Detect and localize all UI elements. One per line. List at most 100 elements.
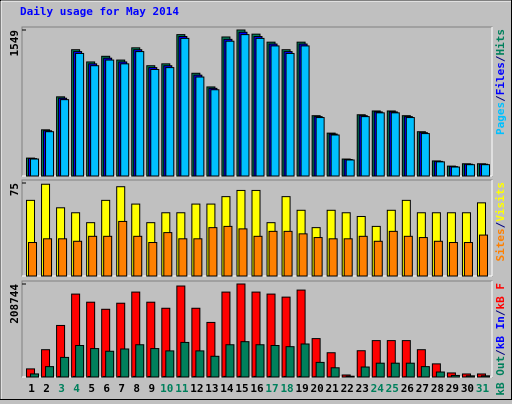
bar <box>479 235 487 276</box>
bar <box>224 226 232 276</box>
x-tick-label: 5 <box>88 382 95 395</box>
x-tick-label: 7 <box>118 382 125 395</box>
bar <box>46 367 54 377</box>
bar <box>136 345 144 377</box>
x-tick-label: 22 <box>341 382 354 395</box>
bar <box>211 356 219 377</box>
bar <box>301 46 309 176</box>
bar <box>269 231 277 276</box>
legend-entry: kB In <box>494 316 507 349</box>
bar <box>239 229 247 276</box>
bar <box>344 239 352 276</box>
bar <box>91 66 99 176</box>
x-tick-label: 27 <box>416 382 429 395</box>
bar <box>449 243 457 276</box>
bar <box>31 159 39 176</box>
bar <box>91 349 99 377</box>
x-tick-label: 6 <box>103 382 110 395</box>
x-tick-label: 28 <box>431 382 444 395</box>
bar <box>301 344 309 377</box>
x-tick-label: 13 <box>205 382 218 395</box>
bar <box>346 376 354 377</box>
x-tick-label: 21 <box>326 382 340 395</box>
bar <box>436 372 444 377</box>
bar <box>166 68 174 176</box>
x-tick-label: 10 <box>160 382 173 395</box>
bar <box>179 239 187 276</box>
bar <box>29 243 37 276</box>
bar <box>121 64 129 176</box>
bar <box>76 53 84 176</box>
bar <box>299 234 307 276</box>
x-tick-label: 23 <box>356 382 369 395</box>
bar <box>166 351 174 377</box>
bar <box>481 376 489 377</box>
bar <box>254 236 262 276</box>
x-tick-label: 18 <box>280 382 293 395</box>
bar <box>331 135 339 176</box>
bar <box>89 236 97 276</box>
bar <box>346 160 354 176</box>
bar <box>134 236 142 276</box>
bar <box>106 351 114 377</box>
chart-title: Daily usage for May 2014 <box>20 5 179 18</box>
legend-entry: Sites <box>494 228 507 261</box>
bar <box>314 238 322 276</box>
bar <box>194 239 202 276</box>
x-tick-label: 1 <box>28 382 35 395</box>
bar <box>151 69 159 176</box>
bar <box>316 362 324 377</box>
x-tick-label: 16 <box>250 382 264 395</box>
bar <box>271 346 279 377</box>
legend-entry: Pages <box>494 102 507 135</box>
bar <box>164 233 172 276</box>
x-tick-label: 8 <box>133 382 140 395</box>
bar <box>481 165 489 176</box>
bar <box>406 118 414 176</box>
bar <box>181 38 189 176</box>
x-tick-label: 31 <box>476 382 490 395</box>
y-tick-label: 208744 <box>8 284 21 324</box>
x-tick-label: 4 <box>73 382 80 395</box>
bar <box>466 376 474 377</box>
bar <box>226 345 234 377</box>
bar <box>316 118 324 176</box>
legend-entry: kB Out <box>494 356 507 396</box>
x-tick-label: 30 <box>461 382 474 395</box>
legend: kB Out/kB In/kB F <box>494 283 507 396</box>
bar <box>241 342 249 377</box>
legend-entry: Files <box>494 62 507 95</box>
bar <box>61 100 69 176</box>
bar <box>46 132 54 176</box>
bar <box>256 345 264 377</box>
bar <box>119 221 127 276</box>
x-tick-label: 12 <box>190 382 203 395</box>
bar <box>451 167 459 176</box>
legend-entry: kB F <box>494 283 507 310</box>
x-tick-label: 24 <box>371 382 385 395</box>
bar <box>106 60 114 176</box>
bar <box>376 113 384 176</box>
bar <box>374 241 382 276</box>
legend: Pages/Files/Hits <box>494 29 507 135</box>
bar <box>181 342 189 377</box>
bar <box>451 375 459 377</box>
x-tick-label: 11 <box>175 382 189 395</box>
x-tick-label: 26 <box>401 382 415 395</box>
bar <box>196 351 204 377</box>
bar <box>329 239 337 276</box>
bar <box>44 239 52 276</box>
bar <box>421 367 429 377</box>
y-tick-label: 75 <box>8 183 21 196</box>
bar <box>59 239 67 276</box>
x-tick-label: 20 <box>311 382 324 395</box>
bar <box>271 46 279 176</box>
bar <box>136 52 144 176</box>
bar <box>286 347 294 377</box>
bar <box>104 236 112 276</box>
bar <box>196 77 204 176</box>
legend-entry: Hits <box>494 29 507 56</box>
x-tick-label: 19 <box>295 382 308 395</box>
bar <box>406 363 414 377</box>
